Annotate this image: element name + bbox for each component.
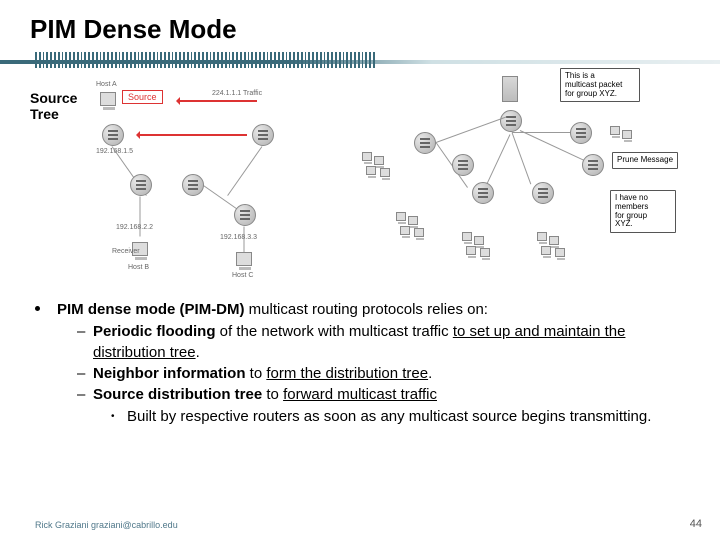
router-icon [452, 154, 474, 176]
ip-e-label: 192.168.3.3 [220, 234, 257, 241]
host-cluster [462, 232, 506, 264]
sub-sub-bullet: Built by respective routers as soon as a… [111, 407, 675, 427]
host-cluster [610, 126, 654, 158]
host-c-label: Host C [232, 272, 253, 279]
host-a-label: Host A [96, 81, 117, 88]
body-content: PIM dense mode (PIM-DM) multicast routin… [35, 300, 675, 428]
red-arrow-icon [177, 100, 257, 102]
footer-text: Rick Graziani graziani@cabrillo.edu [35, 520, 178, 530]
router-icon [500, 110, 522, 132]
router-icon [472, 182, 494, 204]
router-icon [570, 122, 592, 144]
router-icon [182, 174, 204, 196]
right-topology: This is a multicast packet for group XYZ… [352, 82, 682, 292]
callout-top: This is a multicast packet for group XYZ… [560, 68, 640, 102]
link-line [486, 134, 510, 184]
source-tree-label: Source Tree [30, 90, 77, 122]
ip-top-label: 224.1.1.1 Traffic [212, 90, 262, 97]
link-line [512, 132, 532, 184]
ip-d-label: 192.168.2.2 [116, 224, 153, 231]
router-icon [414, 132, 436, 154]
sub-bullet-2: Neighbor information to form the distrib… [77, 364, 675, 384]
link-line [436, 116, 507, 143]
diagram-area: Host A Source 224.1.1.1 Traffic 192.168.… [92, 82, 682, 292]
host-icon [236, 252, 252, 266]
link-line [512, 132, 572, 133]
main-bullet: PIM dense mode (PIM-DM) multicast routin… [57, 300, 675, 320]
router-icon [252, 124, 274, 146]
left-topology: Host A Source 224.1.1.1 Traffic 192.168.… [92, 82, 312, 282]
router-icon [130, 174, 152, 196]
server-icon [502, 76, 518, 102]
source-box-label: Source [122, 90, 163, 104]
slide-title: PIM Dense Mode [0, 0, 720, 45]
link-line [227, 146, 262, 196]
receiver-label: Receiver [112, 248, 140, 255]
page-number: 44 [690, 518, 702, 530]
host-cluster [396, 212, 440, 244]
router-icon [234, 204, 256, 226]
sub-bullet-3: Source distribution tree to forward mult… [77, 385, 675, 428]
router-icon [102, 124, 124, 146]
host-cluster [537, 232, 581, 264]
callout-bottom: I have no members for group XYZ. [610, 190, 676, 233]
host-cluster [362, 152, 406, 184]
red-arrow-icon [137, 134, 247, 136]
router-icon [532, 182, 554, 204]
sub-bullet-1: Periodic flooding of the network with mu… [77, 322, 675, 363]
host-icon [100, 92, 116, 106]
router-icon [582, 154, 604, 176]
host-b-label: Host B [128, 264, 149, 271]
bullet-dot-icon [35, 306, 40, 311]
